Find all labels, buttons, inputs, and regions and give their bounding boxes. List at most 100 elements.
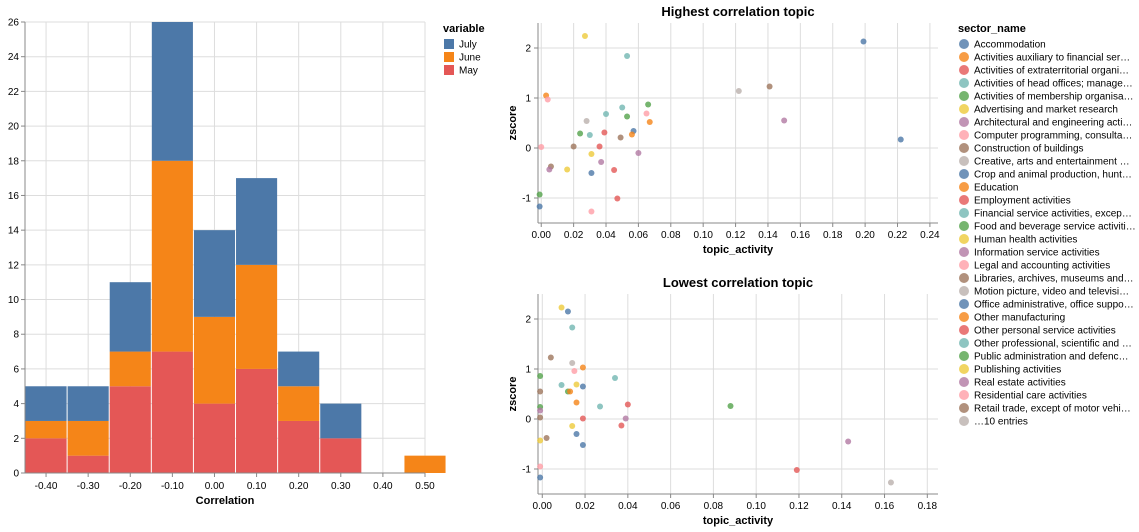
- bar-june: [151, 160, 193, 352]
- scatter-point: [537, 437, 544, 444]
- scatter-point: [571, 368, 578, 374]
- y-tick-label: 0: [525, 415, 531, 426]
- scatter-point: [845, 438, 852, 445]
- scatter-point: [577, 130, 584, 137]
- scatter-point: [558, 304, 565, 311]
- bar-may: [320, 438, 362, 473]
- x-axis-title: topic_activity: [703, 244, 774, 256]
- y-tick-label: 0: [525, 144, 531, 155]
- legend-label: Retail trade, except of motor vehi…: [974, 404, 1131, 415]
- x-tick-label: 0.16: [875, 501, 895, 512]
- x-tick-label: 0.04: [596, 230, 616, 241]
- bar-may: [193, 403, 236, 473]
- scatter-point: [897, 136, 904, 143]
- legend-symbol: [959, 221, 969, 231]
- legend-label: Information service activities: [974, 248, 1100, 259]
- legend-label: May: [459, 66, 478, 77]
- legend-symbol: [959, 312, 969, 322]
- x-tick-label: 0.08: [704, 501, 724, 512]
- x-tick-label: 0.10: [746, 501, 766, 512]
- scatter-point: [573, 399, 580, 406]
- x-tick-label: 0.10: [247, 481, 267, 492]
- legend-symbol: [959, 182, 969, 192]
- legend-label: Libraries, archives, museums and…: [974, 274, 1134, 285]
- scatter-point: [569, 324, 576, 331]
- x-tick-label: 0.00: [533, 501, 553, 512]
- scatter-point: [597, 403, 604, 410]
- legend-symbol: [959, 234, 969, 244]
- y-axis-title: zscore: [507, 377, 519, 412]
- y-tick-label: 26: [8, 18, 20, 29]
- scatter-point: [735, 88, 742, 94]
- scatter-point: [579, 383, 586, 390]
- legend-label: Financial service activities, excep…: [974, 209, 1132, 220]
- legend-label: Accommodation: [974, 40, 1046, 51]
- scatter-point: [793, 467, 800, 473]
- legend-symbol: [959, 351, 969, 361]
- legend-label: Activities of extraterritorial organi…: [974, 66, 1129, 77]
- legend-label: Other manufacturing: [974, 313, 1065, 324]
- x-tick-label: 0.06: [661, 501, 681, 512]
- legend-label: Office administrative, office suppo…: [974, 300, 1134, 311]
- legend-symbol: [959, 338, 969, 348]
- y-tick-label: 18: [8, 156, 20, 167]
- scatter-point: [766, 83, 773, 90]
- legend-symbol: [959, 325, 969, 335]
- legend-symbol: [959, 130, 969, 140]
- scatter-point: [635, 150, 642, 156]
- legend-label: Legal and accounting activities: [974, 261, 1110, 272]
- legend-symbol: [959, 169, 969, 179]
- y-tick-label: 4: [13, 399, 19, 410]
- x-tick-label: 0.04: [618, 501, 638, 512]
- scatter-point: [619, 104, 626, 111]
- scatter-point: [614, 195, 621, 202]
- scatter-chart-lowest: Lowest correlation topic -1 0 1 2 0.00 0.02 0.0…: [507, 275, 938, 527]
- scatter-point: [624, 113, 631, 120]
- legend-label: Education: [974, 183, 1018, 194]
- legend-label: Other personal service activities: [974, 326, 1116, 337]
- legend-symbol: [959, 299, 969, 309]
- scatter-point: [583, 118, 590, 124]
- x-tick-label: 0.18: [823, 230, 843, 241]
- scatter-point: [537, 414, 544, 421]
- scatter-point: [622, 415, 629, 422]
- bar-may: [25, 438, 67, 473]
- scatter-point: [573, 381, 580, 388]
- scatter-point: [579, 415, 586, 422]
- legend-symbol: [959, 78, 969, 88]
- scatter-point: [569, 360, 576, 366]
- scatter-point: [537, 474, 544, 481]
- scatter-chart-highest: Highest correlation topic -1 0 1 2 0.00 0.02 0.…: [507, 4, 940, 256]
- legend-symbol: [959, 273, 969, 283]
- scatter-point: [588, 151, 595, 157]
- bar-july: [151, 22, 193, 161]
- bar-july: [193, 230, 236, 317]
- scatter-point: [628, 131, 635, 138]
- legend-symbol: [959, 260, 969, 270]
- x-tick-label: 0.12: [726, 230, 746, 241]
- y-tick-label: 12: [8, 260, 20, 271]
- legend-symbol: [959, 286, 969, 296]
- bar-june: [193, 316, 236, 404]
- bar-june: [404, 455, 446, 473]
- x-tick-label: 0.40: [373, 481, 393, 492]
- x-tick-label: 0.14: [758, 230, 778, 241]
- y-tick-label: 8: [13, 330, 19, 341]
- legend-symbol: [959, 104, 969, 114]
- x-tick-label: 0.00: [532, 230, 552, 241]
- legend-symbol: [959, 65, 969, 75]
- x-tick-label: 0.02: [575, 501, 595, 512]
- legend-label: Architectural and engineering acti…: [974, 118, 1132, 129]
- bar-june: [236, 264, 278, 369]
- y-tick-label: 2: [525, 315, 531, 326]
- scatter-point: [570, 143, 577, 150]
- bar-may: [151, 351, 193, 473]
- scatter-point: [544, 96, 551, 103]
- legend-symbol: [959, 39, 969, 49]
- scatter-point: [618, 422, 625, 429]
- y-tick-label: 20: [8, 122, 20, 133]
- legend-symbol: [959, 156, 969, 166]
- bar-july: [236, 178, 278, 265]
- scatter-point: [860, 38, 867, 45]
